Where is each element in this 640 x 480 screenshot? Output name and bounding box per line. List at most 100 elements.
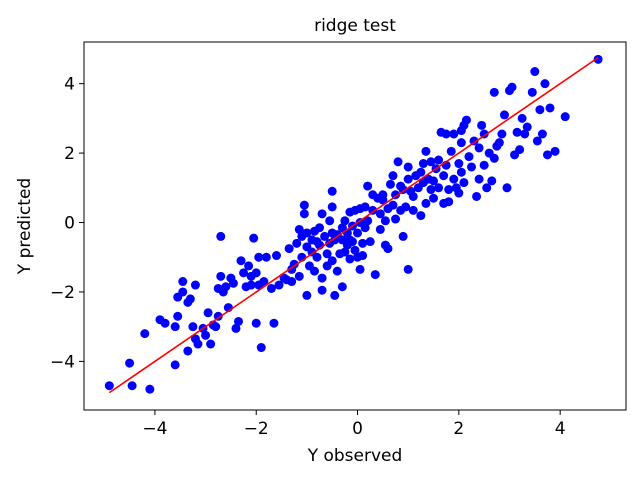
scatter-point	[378, 190, 388, 200]
y-tick-label: 2	[64, 144, 75, 164]
scatter-point	[479, 129, 489, 139]
scatter-point	[340, 247, 350, 257]
scatter-point	[350, 245, 360, 255]
scatter-point	[418, 159, 428, 169]
fit-line	[108, 56, 599, 394]
scatter-point	[322, 249, 332, 259]
scatter-point	[421, 198, 431, 208]
scatter-point	[365, 237, 375, 247]
scatter-point	[494, 138, 504, 148]
plot-frame	[83, 41, 627, 411]
scatter-point	[401, 202, 411, 212]
scatter-point	[537, 129, 547, 139]
scatter-point	[178, 287, 188, 297]
scatter-point	[375, 209, 385, 219]
scatter-point	[456, 138, 466, 148]
scatter-point	[489, 153, 499, 163]
scatter-point	[125, 358, 135, 368]
scatter-point	[388, 200, 398, 210]
scatter-point	[259, 277, 269, 287]
scatter-point	[512, 127, 522, 137]
scatter-point	[317, 273, 327, 283]
chart-title: ridge test	[314, 16, 396, 36]
scatter-point	[170, 322, 180, 332]
scatter-point	[461, 115, 471, 125]
scatter-point	[439, 171, 449, 181]
scatter-point	[391, 190, 401, 200]
scatter-point	[434, 183, 444, 193]
y-tick-label: 4	[64, 75, 75, 95]
scatter-point	[391, 214, 401, 224]
scatter-point	[487, 176, 497, 186]
scatter-point	[456, 167, 466, 177]
scatter-point	[170, 360, 180, 370]
scatter-point	[502, 183, 512, 193]
scatter-point	[398, 185, 408, 195]
scatter-point	[474, 143, 484, 153]
scatter-point	[421, 146, 431, 156]
scatter-point	[368, 205, 378, 215]
y-axis-label: Y predicted	[15, 178, 35, 275]
scatter-point	[221, 282, 231, 292]
scatter-point	[188, 322, 198, 332]
scatter-point	[398, 231, 408, 241]
scatter-point	[178, 277, 188, 287]
scatter-point	[474, 174, 484, 184]
scatter-point	[160, 318, 170, 328]
scatter-point	[403, 264, 413, 274]
scatter-point	[332, 266, 342, 276]
scatter-point	[302, 290, 312, 300]
scatter-point	[363, 216, 373, 226]
x-tick-label: 4	[555, 419, 566, 439]
scatter-point	[515, 145, 525, 155]
scatter-point	[456, 126, 466, 136]
scatter-point	[327, 202, 337, 212]
scatter-point	[444, 185, 454, 195]
scatter-point	[446, 146, 456, 156]
scatter-point	[211, 322, 221, 332]
scatter-point	[408, 205, 418, 215]
scatter-point	[302, 228, 312, 238]
scatter-point	[560, 112, 570, 122]
scatter-point	[540, 79, 550, 89]
scatter-point	[317, 209, 327, 219]
scatter-point	[426, 185, 436, 195]
scatter-point	[517, 113, 527, 123]
scatter-point	[216, 231, 226, 241]
scatter-point	[327, 256, 337, 266]
scatter-point	[408, 191, 418, 201]
scatter-point	[289, 259, 299, 269]
x-tick-label: 0	[352, 419, 363, 439]
scatter-point	[467, 162, 476, 172]
scatter-point	[383, 244, 393, 254]
scatter-point	[380, 216, 390, 226]
x-axis: −4 −2 0 2 4	[142, 410, 566, 439]
scatter-point	[271, 251, 281, 261]
scatter-point	[426, 157, 436, 167]
scatter-point	[477, 120, 487, 130]
scatter-point	[228, 278, 238, 288]
scatter-point	[550, 146, 560, 156]
scatter-point	[185, 294, 195, 304]
scatter-point	[393, 157, 403, 167]
scatter-point	[469, 136, 479, 146]
scatter-point	[292, 238, 302, 248]
scatter-point	[441, 129, 451, 139]
scatter-point	[355, 264, 365, 274]
scatter-point	[347, 237, 357, 247]
scatter-point	[337, 282, 347, 292]
scatter-point	[256, 343, 266, 353]
scatter-point	[269, 318, 279, 328]
scatter-point	[317, 285, 327, 295]
scatter-point	[444, 197, 454, 207]
scatter-point	[104, 381, 114, 391]
fit-line-series	[108, 56, 599, 394]
scatter-point	[454, 159, 464, 169]
scatter-point	[388, 171, 398, 181]
scatter-point	[249, 233, 259, 243]
scatter-point	[522, 122, 532, 132]
scatter-point	[472, 191, 482, 201]
scatter-point	[507, 82, 517, 92]
scatter-point	[535, 105, 545, 115]
scatter-series	[104, 54, 603, 394]
